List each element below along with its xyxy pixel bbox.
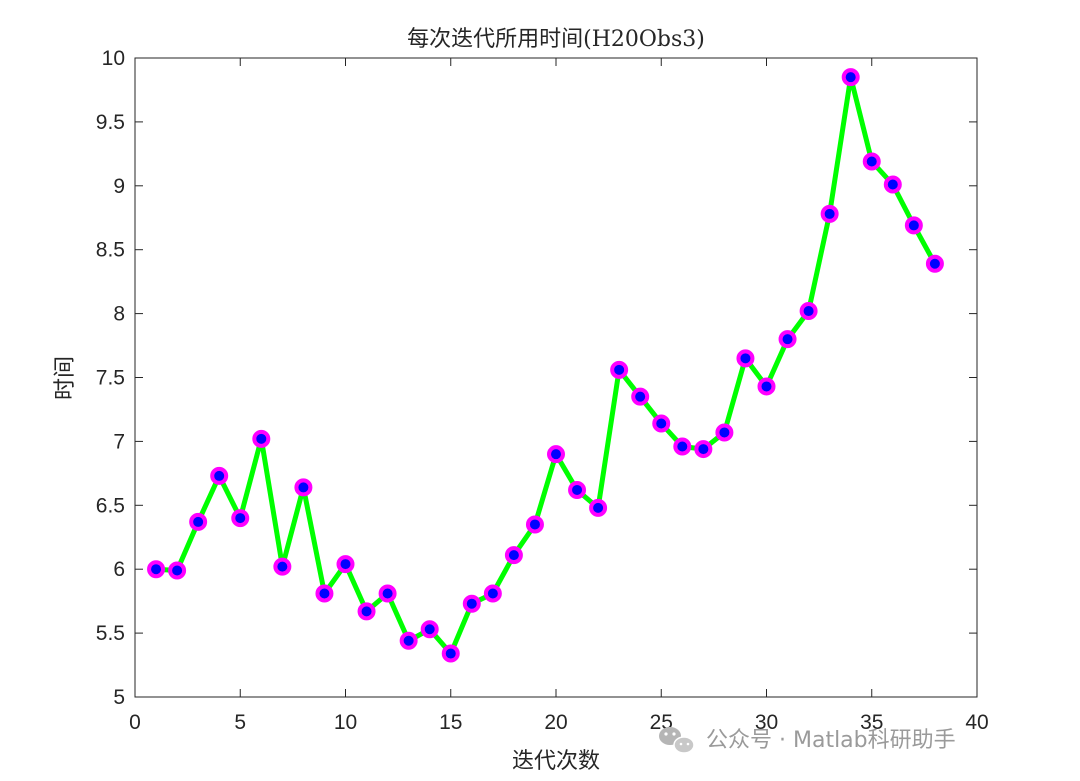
wechat-icon (659, 727, 695, 754)
data-point (610, 360, 629, 379)
data-point (504, 546, 523, 565)
y-tick-label: 7.5 (96, 367, 125, 390)
data-point (862, 152, 881, 171)
chart-title: 每次迭代所用时间(H20Obs3) (407, 27, 705, 52)
x-tick-label: 5 (234, 711, 246, 734)
data-point (441, 644, 460, 663)
data-point (231, 509, 250, 528)
y-tick-label: 6 (113, 558, 125, 581)
watermark-text: 公众号 · Matlab科研助手 (706, 728, 956, 753)
y-tick-label: 9.5 (96, 111, 125, 134)
data-point (904, 216, 923, 235)
data-point (694, 440, 713, 459)
data-point (715, 423, 734, 442)
x-tick-label: 30 (755, 711, 778, 734)
y-tick-label: 6.5 (96, 494, 125, 517)
data-point (820, 204, 839, 223)
x-axis-label: 迭代次数 (512, 749, 600, 774)
data-point (147, 560, 166, 579)
data-point (736, 349, 755, 368)
y-tick-label: 8.5 (96, 239, 125, 262)
watermark: 公众号 · Matlab科研助手 (659, 727, 956, 754)
x-tick-label: 10 (334, 711, 357, 734)
x-tick-label: 20 (544, 711, 567, 734)
data-point (252, 429, 271, 448)
data-point (631, 387, 650, 406)
data-point (652, 414, 671, 433)
data-point (883, 175, 902, 194)
data-point (399, 631, 418, 650)
y-tick-label: 9 (113, 175, 125, 198)
data-point (189, 512, 208, 531)
y-tick-label: 7 (113, 430, 125, 453)
data-point (357, 602, 376, 621)
data-point (568, 480, 587, 499)
axes-box (134, 57, 978, 698)
data-point (547, 445, 565, 464)
x-tick-label: 35 (860, 711, 883, 734)
data-point (525, 515, 544, 534)
data-point (294, 478, 313, 497)
data-point (420, 620, 439, 639)
data-point (273, 557, 292, 576)
data-point (778, 330, 797, 349)
data-point (673, 437, 692, 456)
data-point (799, 302, 818, 321)
x-tick-label: 0 (129, 711, 141, 734)
y-tick-label: 8 (113, 303, 125, 326)
data-point (210, 466, 229, 485)
data-point (462, 594, 481, 613)
y-tick-label: 5.5 (96, 622, 125, 645)
data-point (925, 254, 944, 273)
data-point (378, 584, 397, 603)
data-point (336, 555, 355, 574)
y-axis-label: 时间 (53, 356, 78, 400)
y-tick-label: 10 (102, 47, 125, 70)
x-tick-label: 40 (965, 711, 988, 734)
data-point (168, 561, 187, 580)
data-point (757, 377, 776, 396)
data-point (315, 584, 334, 603)
y-tick-label: 5 (113, 686, 125, 709)
data-point (841, 68, 860, 87)
data-point (589, 498, 608, 517)
x-tick-label: 15 (439, 711, 462, 734)
series-line (153, 74, 938, 656)
data-point (483, 584, 502, 603)
